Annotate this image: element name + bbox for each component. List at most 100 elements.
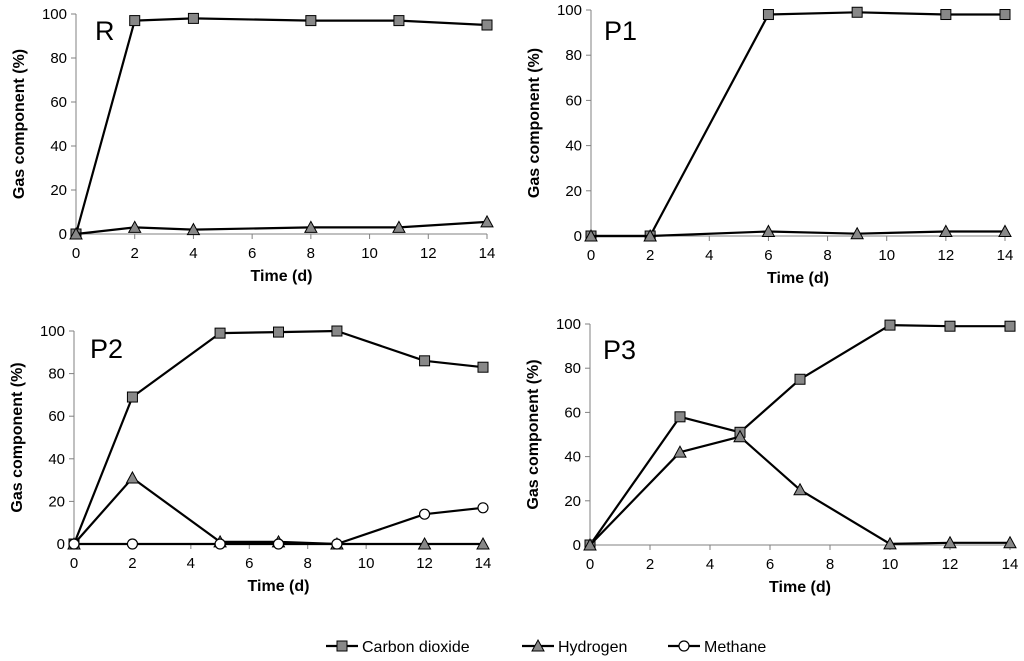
x-tick-label: 4	[187, 555, 195, 572]
x-tick-label: 12	[938, 247, 955, 264]
x-tick-label: 2	[131, 245, 139, 262]
y-tick-label: 60	[50, 94, 67, 111]
series-hydrogen	[584, 224, 1012, 242]
data-point-carbon-dioxide	[884, 319, 896, 331]
legend-marker-circle	[678, 640, 690, 652]
x-tick-label: 4	[705, 247, 713, 264]
series-carbon-dioxide	[68, 325, 489, 550]
x-tick-label: 12	[420, 245, 437, 262]
y-tick-label: 40	[50, 138, 67, 155]
y-tick-label: 0	[59, 226, 67, 243]
y-tick-label: 20	[50, 182, 67, 199]
legend-label: Carbon dioxide	[362, 639, 470, 656]
data-point-hydrogen	[733, 429, 747, 443]
data-point-hydrogen	[584, 228, 598, 242]
series-line-carbon-dioxide	[74, 17, 488, 235]
y-tick-label: 100	[556, 316, 581, 333]
data-point-carbon-dioxide	[944, 320, 956, 332]
data-point-hydrogen	[939, 224, 953, 237]
data-point-hydrogen	[417, 536, 432, 550]
data-point-hydrogen	[643, 228, 657, 242]
series-line-hydrogen	[75, 220, 488, 236]
x-tick-label: 0	[586, 556, 594, 573]
data-point-hydrogen	[476, 536, 490, 550]
x-tick-label: 0	[70, 555, 78, 572]
data-point-methane	[214, 538, 226, 550]
data-point-hydrogen	[125, 470, 140, 484]
x-tick-label: 0	[587, 247, 595, 264]
x-tick-label: 8	[823, 247, 831, 264]
data-point-carbon-dioxide	[762, 9, 774, 21]
y-tick-label: 40	[565, 138, 582, 155]
panel-label: P3	[603, 335, 636, 365]
x-tick-label: 14	[475, 555, 492, 572]
series-carbon-dioxide	[70, 12, 493, 240]
x-tick-label: 12	[416, 555, 433, 572]
panel-label: P2	[90, 334, 123, 364]
panel-p2: 0 20 40 60 80 100 0 2 4 6 8 10 12 14 Time (d) Gas compo…	[9, 323, 491, 595]
y-tick-label: 40	[48, 451, 65, 468]
data-point-carbon-dioxide	[214, 327, 226, 339]
data-point-carbon-dioxide	[477, 361, 489, 373]
x-axis-title: Time (d)	[251, 268, 313, 285]
y-tick-label: 0	[573, 537, 581, 554]
x-tick-label: 12	[942, 556, 959, 573]
data-point-methane	[126, 538, 139, 550]
y-tick-label: 80	[48, 366, 65, 383]
series-carbon-dioxide	[585, 6, 1011, 242]
y-tick-label: 20	[564, 493, 581, 510]
data-point-carbon-dioxide	[126, 391, 138, 403]
panel-label: P1	[604, 16, 637, 46]
x-tick-label: 6	[248, 245, 256, 262]
x-tick-label: 10	[878, 247, 895, 264]
data-point-carbon-dioxide	[305, 15, 317, 27]
y-tick-label: 60	[564, 404, 581, 421]
data-point-methane	[418, 508, 431, 520]
y-tick-label: 0	[574, 228, 582, 245]
x-tick-label: 0	[72, 245, 80, 262]
panel-p3: 0 20 40 60 80 100 0 2 4 6 8 10 12 14 Time (d) Gas compo…	[525, 316, 1018, 596]
y-tick-label: 100	[42, 6, 67, 23]
legend-marker-triangle	[531, 638, 545, 652]
y-tick-label: 60	[565, 92, 582, 109]
panel-label: R	[95, 16, 115, 46]
y-axis-title: Gas component (%)	[526, 48, 543, 198]
data-point-methane	[331, 538, 343, 550]
data-point-hydrogen	[850, 226, 864, 240]
x-tick-label: 2	[128, 555, 136, 572]
y-tick-label: 80	[564, 360, 581, 377]
y-tick-label: 20	[565, 183, 582, 200]
data-point-methane	[477, 502, 489, 514]
data-point-hydrogen	[583, 537, 597, 551]
x-tick-label: 10	[361, 245, 378, 262]
x-axis-title: Time (d)	[769, 579, 831, 596]
legend-entry-methane: Methane	[668, 639, 766, 656]
x-tick-label: 6	[766, 556, 774, 573]
data-point-carbon-dioxide	[851, 6, 863, 18]
x-tick-label: 8	[307, 245, 315, 262]
panel-r: 0 20 40 60 80 100 0 2 4 6 8 10 12 14 Time (d) Gas compo…	[11, 6, 495, 285]
data-point-hydrogen	[304, 220, 318, 233]
series-methane	[68, 502, 489, 550]
x-tick-label: 14	[997, 247, 1014, 264]
y-tick-label: 40	[564, 449, 581, 466]
panel-p1: 0 20 40 60 80 100 0 2 4 6 8 10 12 14 Time (d) Gas compo…	[526, 2, 1013, 287]
data-point-hydrogen	[127, 220, 142, 233]
x-tick-label: 10	[358, 555, 375, 572]
y-axis-title: Gas component (%)	[9, 362, 26, 512]
y-tick-label: 80	[50, 50, 67, 67]
data-point-carbon-dioxide	[129, 15, 141, 27]
x-tick-label: 10	[882, 556, 899, 573]
data-point-carbon-dioxide	[419, 355, 431, 367]
legend-label: Methane	[704, 639, 766, 656]
data-point-hydrogen	[793, 482, 807, 496]
data-point-carbon-dioxide	[331, 325, 343, 337]
data-point-methane	[68, 538, 80, 550]
x-tick-label: 2	[646, 556, 654, 573]
data-point-carbon-dioxide	[940, 9, 952, 21]
y-axis-title: Gas component (%)	[525, 359, 542, 509]
data-point-methane	[272, 538, 285, 550]
data-point-hydrogen	[883, 536, 897, 550]
x-tick-label: 2	[646, 247, 654, 264]
